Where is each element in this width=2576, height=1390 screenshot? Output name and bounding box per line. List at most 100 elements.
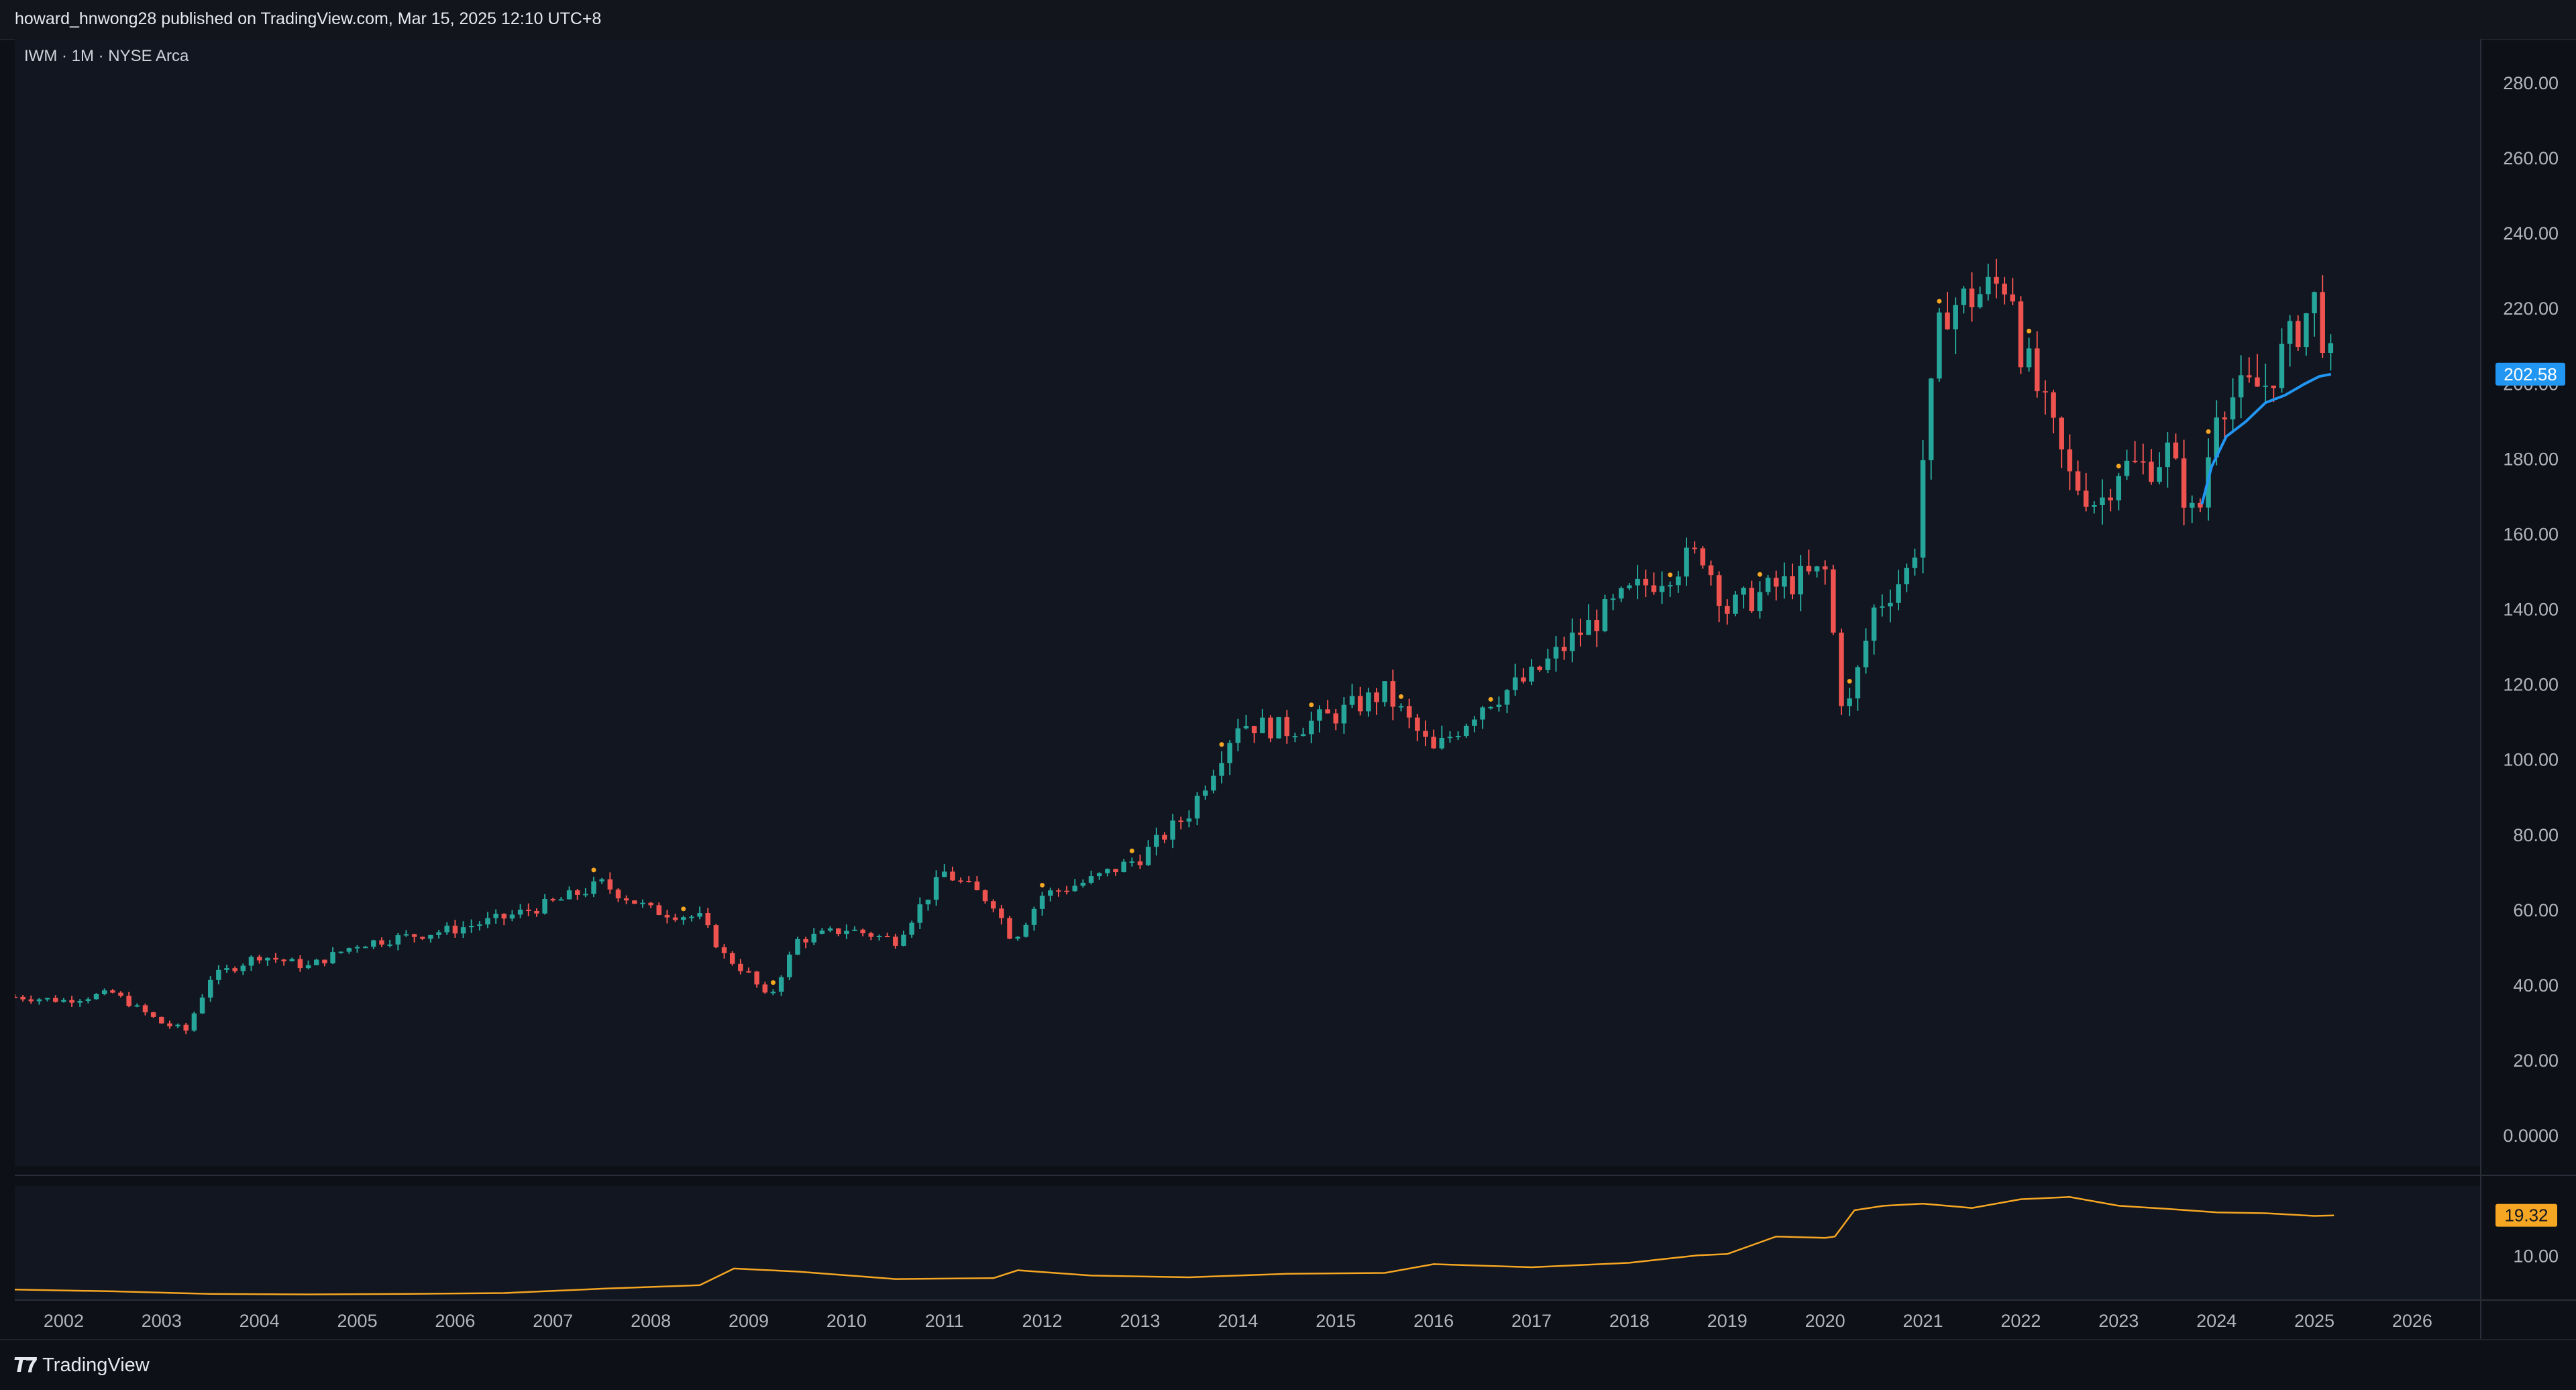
candle-body <box>85 999 91 1002</box>
candle-body <box>1357 696 1363 712</box>
candle-body <box>1700 548 1706 566</box>
footer-brand: TradingView <box>42 1354 150 1376</box>
candle-body <box>1268 717 1273 739</box>
candle-body <box>1015 937 1020 939</box>
candle-body <box>1839 632 1844 706</box>
candle-body <box>1194 796 1200 819</box>
candle-body <box>1961 288 1967 305</box>
indicator-value-tag <box>2496 1204 2557 1227</box>
candle-body <box>550 898 556 901</box>
candle-body <box>534 910 539 914</box>
candle-body <box>1986 276 1991 295</box>
candle-body <box>2157 467 2162 482</box>
candle-body <box>803 939 808 943</box>
candle-body <box>1667 585 1673 587</box>
candle-body <box>2173 442 2179 459</box>
candle-body <box>395 935 401 945</box>
candle-body <box>2059 417 2064 449</box>
candle-body <box>1162 835 1167 840</box>
candle-body <box>876 935 882 937</box>
candle-body <box>1684 547 1689 577</box>
candle-body <box>1366 692 1371 712</box>
candle-body <box>1374 692 1379 702</box>
candle-body <box>2165 442 2170 468</box>
candle-body <box>1651 585 1657 592</box>
candle-body <box>330 952 335 963</box>
candle-body <box>1243 726 1249 729</box>
candle-body <box>1390 681 1396 707</box>
indicator-value-label: 19.32 <box>2504 1206 2548 1226</box>
signal-dot <box>2206 429 2211 434</box>
candle-body <box>1521 677 1526 682</box>
candle-body <box>1170 820 1175 840</box>
candle-body <box>61 1000 66 1002</box>
candle-body <box>15 996 17 998</box>
candle-body <box>411 934 417 937</box>
time-tick-label: 2007 <box>533 1311 573 1331</box>
candle-body <box>1406 706 1412 718</box>
candle-body <box>1309 720 1314 735</box>
indicator-line <box>15 1196 2334 1295</box>
candle-body <box>1953 305 1958 329</box>
candle-body <box>599 879 605 881</box>
candle-body <box>2100 497 2105 506</box>
candle-body <box>1749 588 1755 612</box>
candle-body <box>1137 861 1143 865</box>
candle-body <box>322 959 327 963</box>
candle-body <box>1211 776 1216 791</box>
candle-body <box>2075 471 2081 491</box>
time-tick-label: 2004 <box>239 1311 280 1331</box>
candle-body <box>1398 706 1404 708</box>
time-tick-label: 2025 <box>2294 1311 2334 1331</box>
time-tick-label: 2006 <box>435 1311 475 1331</box>
candle-body <box>909 922 914 935</box>
candle-body <box>142 1005 148 1012</box>
candle-body <box>835 928 841 934</box>
time-tick-label: 2013 <box>1120 1311 1161 1331</box>
candle-body <box>36 999 42 1002</box>
last-price-tag <box>2496 362 2565 386</box>
candle-body <box>1610 598 1616 600</box>
signal-dot <box>2116 464 2121 469</box>
time-tick-label: 2024 <box>2196 1311 2237 1331</box>
candle-body <box>1227 743 1233 763</box>
candle-body <box>1553 647 1559 659</box>
candle-body <box>1594 620 1600 631</box>
indicator-pane[interactable] <box>15 1186 2481 1300</box>
candle-body <box>1145 847 1151 865</box>
price-tick-label: 260.00 <box>2503 148 2559 168</box>
price-tick-label: 100.00 <box>2503 750 2559 770</box>
candle-body <box>232 968 237 971</box>
last-price-label: 202.58 <box>2504 364 2557 384</box>
candle-body <box>2287 321 2293 344</box>
candle-body <box>1007 918 1012 939</box>
candle-body <box>1349 696 1355 705</box>
candle-body <box>1048 890 1053 896</box>
signal-dot <box>1129 848 1134 853</box>
candle-body <box>1260 717 1265 733</box>
candle-body <box>950 871 955 881</box>
candle-body <box>933 877 939 900</box>
candle-body <box>2132 460 2138 462</box>
candle-body <box>672 917 678 920</box>
price-tick-label: 20.00 <box>2513 1051 2559 1071</box>
candle-body <box>632 900 637 904</box>
candle-body <box>1039 896 1045 909</box>
price-chart-svg[interactable]: 280.00260.00240.00220.00200.00180.00160.… <box>15 39 2576 1339</box>
tradingview-logo[interactable]: 𝙏𝟕 TradingView <box>13 1354 150 1377</box>
candle-body <box>974 881 980 891</box>
price-pane[interactable] <box>15 39 2481 1166</box>
candle-body <box>20 996 25 1000</box>
candle-body <box>583 894 588 896</box>
candle-body <box>1798 566 1803 595</box>
candle-body <box>1300 734 1306 737</box>
chart-area[interactable]: 280.00260.00240.00220.00200.00180.00160.… <box>15 39 2576 1339</box>
candle-body <box>273 957 278 960</box>
indicator-tick-label: 10.00 <box>2513 1246 2559 1267</box>
candle-body <box>844 930 849 934</box>
candle-body <box>868 933 874 937</box>
candle-body <box>256 957 262 961</box>
candle-body <box>811 933 817 943</box>
candle-body <box>1096 873 1102 877</box>
candle-body <box>1733 594 1738 614</box>
